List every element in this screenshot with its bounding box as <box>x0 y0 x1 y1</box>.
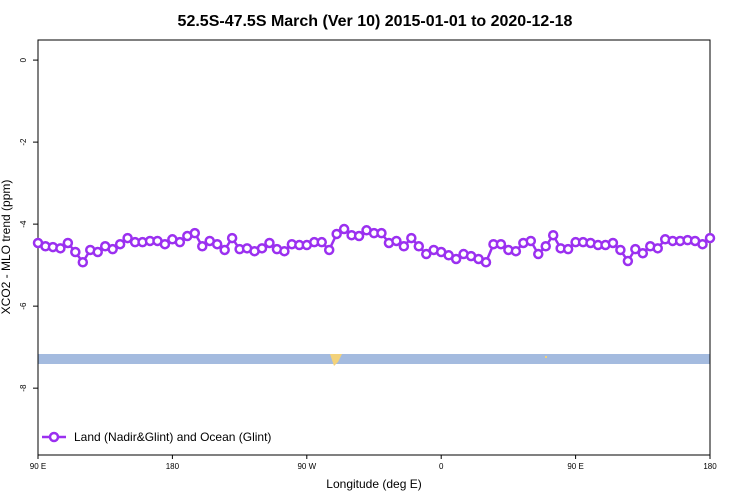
surface-type-strip <box>38 354 710 364</box>
data-point <box>533 248 544 260</box>
data-point <box>256 243 268 254</box>
data-point <box>510 245 522 257</box>
data-point <box>174 236 186 248</box>
chart-title: 52.5S-47.5S March (Ver 10) 2015-01-01 to… <box>178 13 573 30</box>
y-tick-label: -8 <box>19 384 28 392</box>
data-point <box>159 238 171 250</box>
x-tick-label: 0 <box>439 462 444 471</box>
data-point <box>279 245 290 257</box>
x-tick-label: 90 E <box>30 462 46 471</box>
data-point <box>62 237 74 249</box>
data-point <box>376 227 387 239</box>
x-axis-label: Longitude (deg E) <box>326 477 421 491</box>
data-point <box>697 238 708 250</box>
data-point <box>189 227 201 239</box>
data-point <box>622 255 634 267</box>
data-point <box>495 238 507 250</box>
data-point <box>652 243 663 254</box>
data-point <box>421 248 432 260</box>
data-point <box>398 241 410 252</box>
legend: Land (Nadir&Glint) and Ocean (Glint) <box>42 430 271 444</box>
data-point <box>413 241 425 252</box>
data-point <box>77 257 89 268</box>
data-point <box>615 244 626 256</box>
legend-label: Land (Nadir&Glint) and Ocean (Glint) <box>74 430 271 444</box>
data-point <box>630 243 641 255</box>
data-point <box>70 246 81 258</box>
data-point <box>540 241 551 252</box>
data-point <box>264 237 275 249</box>
data-point <box>323 244 335 256</box>
data-point <box>55 243 66 254</box>
data-point <box>316 236 327 248</box>
data-point <box>92 246 103 258</box>
y-axis-label: XCO2 - MLO trend (ppm) <box>0 180 13 315</box>
data-point <box>114 238 126 250</box>
data-point <box>219 244 230 256</box>
land-patch <box>545 356 547 358</box>
data-point <box>211 238 223 250</box>
data-point <box>704 232 716 244</box>
x-tick-label: 180 <box>166 462 180 471</box>
data-point <box>562 243 574 255</box>
y-tick-label: -2 <box>19 138 28 146</box>
x-tick-label: 90 E <box>567 462 583 471</box>
y-tick-label: -6 <box>19 302 28 310</box>
data-point <box>450 253 462 265</box>
data-point <box>637 247 649 259</box>
data-point <box>331 228 342 240</box>
data-point <box>226 232 238 244</box>
data-point <box>107 243 118 255</box>
data-point <box>338 223 350 235</box>
data-point <box>607 237 619 249</box>
data-point <box>547 229 559 241</box>
data-point <box>525 235 537 247</box>
y-tick-label: 0 <box>19 57 28 62</box>
data-point <box>122 232 133 244</box>
y-tick-label: -4 <box>19 220 28 228</box>
data-point <box>197 241 208 252</box>
data-point <box>391 235 402 247</box>
data-point <box>480 257 492 268</box>
data-point <box>406 232 417 244</box>
x-tick-label: 90 W <box>297 462 316 471</box>
legend-marker <box>48 431 60 443</box>
land-patch <box>330 354 342 366</box>
data-point <box>353 230 365 242</box>
x-tick-label: 180 <box>703 462 717 471</box>
